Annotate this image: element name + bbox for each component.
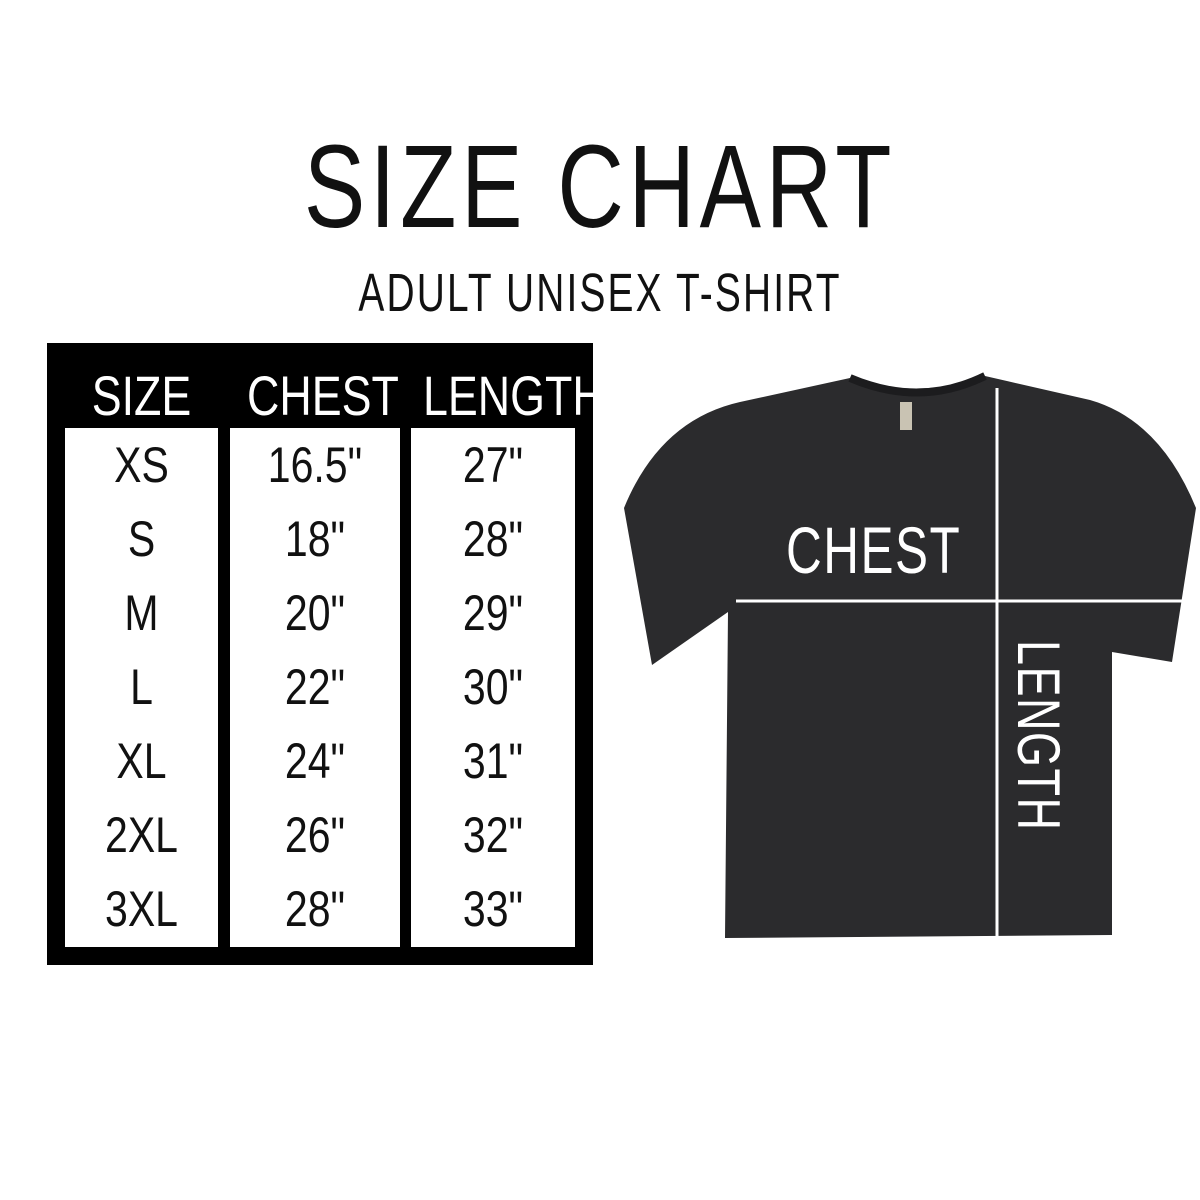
- length-cell: 33": [462, 881, 524, 937]
- length-column: 27" 28" 29" 30" 31" 32" 33": [411, 428, 575, 947]
- size-cell: L: [130, 659, 153, 715]
- chest-cell: 26": [284, 807, 346, 863]
- size-cell: XS: [114, 437, 169, 493]
- length-label: LENGTH: [1005, 640, 1072, 832]
- size-cell: S: [127, 511, 156, 567]
- tshirt-collar: [848, 372, 987, 397]
- tshirt-body: [624, 376, 1196, 938]
- page-title: SIZE CHART: [303, 121, 897, 253]
- size-table: SIZE CHEST LENGTH XS S M L XL 2XL 3XL 16.5" 18"…: [47, 343, 605, 965]
- length-cell: 32": [462, 807, 524, 863]
- column-header-length: LENGTH: [423, 364, 605, 427]
- chest-label: CHEST: [786, 513, 962, 587]
- chest-cell: 22": [284, 659, 346, 715]
- size-cell: XL: [116, 733, 167, 789]
- size-cell: M: [124, 585, 159, 641]
- size-column: XS S M L XL 2XL 3XL: [65, 428, 218, 947]
- chest-cell: 18": [284, 511, 346, 567]
- length-cell: 30": [462, 659, 524, 715]
- chest-cell: 16.5": [267, 437, 363, 493]
- page-subtitle: ADULT UNISEX T-SHIRT: [358, 263, 842, 323]
- length-cell: 27": [462, 437, 524, 493]
- length-cell: 28": [462, 511, 524, 567]
- chest-cell: 24": [284, 733, 346, 789]
- size-cell: 2XL: [105, 807, 178, 863]
- tshirt-image: [624, 372, 1197, 945]
- column-header-size: SIZE: [91, 364, 192, 427]
- tshirt-tag: [900, 402, 912, 430]
- size-cell: 3XL: [105, 881, 178, 937]
- length-cell: 31": [462, 733, 524, 789]
- chest-cell: 20": [284, 585, 346, 641]
- chest-cell: 28": [284, 881, 346, 937]
- column-header-chest: CHEST: [247, 364, 399, 427]
- chest-column: 16.5" 18" 20" 22" 24" 26" 28": [230, 428, 400, 947]
- length-cell: 29": [462, 585, 524, 641]
